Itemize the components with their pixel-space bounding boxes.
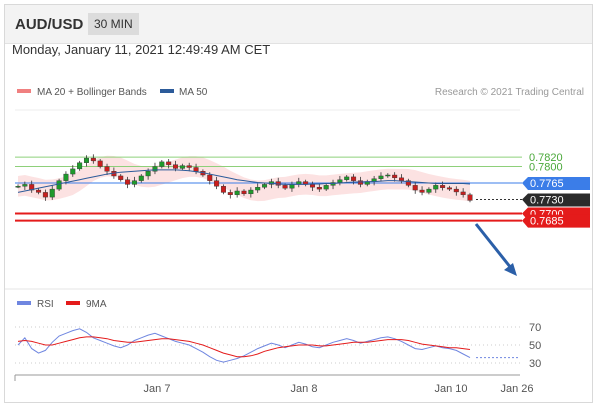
pair-title: AUD/USD (15, 16, 84, 33)
legend-swatch-rsi (17, 301, 31, 305)
candle-body (433, 185, 439, 190)
candle-body (453, 188, 459, 193)
candle-body (412, 185, 418, 191)
candle-body (214, 180, 220, 187)
legend-swatch-ma50 (160, 89, 174, 93)
rsi-tick-70: 70 (529, 322, 541, 334)
candle-body (22, 184, 28, 187)
candle-body (138, 175, 144, 181)
candle-body (227, 192, 233, 195)
level-label-0.7820: 0.7820 (529, 152, 563, 164)
candle-body (378, 175, 384, 179)
forecast-arrowhead (504, 263, 517, 276)
ma50-line (17, 169, 471, 193)
level-label-0.7800: 0.7800 (529, 162, 563, 174)
candle-body (399, 177, 405, 181)
legend-label-rsi: RSI (37, 299, 54, 310)
candle-body (131, 180, 137, 185)
candle-body (323, 185, 329, 190)
candle-body (36, 189, 42, 193)
legend-label-bollinger: MA 20 + Bollinger Bands (37, 87, 147, 98)
candle-body (316, 187, 322, 190)
candle-body (193, 167, 199, 172)
level-tag-0.7730 (522, 193, 590, 207)
candle-body (166, 161, 172, 165)
candle-body (289, 184, 295, 189)
rsi-tick-50: 50 (529, 340, 541, 352)
candle-body (118, 175, 124, 180)
candle-body (56, 180, 62, 190)
candle-body (125, 179, 131, 185)
legend-swatch-bollinger (17, 89, 31, 93)
timeframe-badge[interactable]: 30 MIN (88, 13, 139, 35)
candle-body (405, 180, 411, 186)
x-axis-label: Jan 26 (500, 383, 533, 395)
candle-body (152, 166, 158, 172)
level-tag-0.7765 (522, 177, 590, 190)
bollinger-band (18, 155, 470, 202)
candle-body (282, 185, 288, 189)
candle-body (385, 174, 391, 177)
candle-body (241, 190, 247, 195)
candle-body (49, 188, 55, 198)
candle-body (90, 157, 96, 162)
candle-body (15, 186, 21, 188)
candle-body (426, 188, 432, 193)
candle-body (145, 171, 151, 177)
candle-body (234, 190, 240, 195)
level-label-0.7765: 0.7765 (530, 178, 564, 190)
rsi-tick-30: 30 (529, 358, 541, 370)
candle-body (446, 187, 452, 190)
candle-body (77, 162, 83, 170)
x-axis-label: Jan 8 (291, 383, 318, 395)
candle-body (173, 164, 179, 169)
candle-body (186, 165, 192, 168)
candle-body (460, 191, 466, 195)
candle-body (309, 184, 315, 188)
candle-body (63, 173, 69, 181)
candle-body (220, 186, 226, 193)
candle-body (467, 194, 473, 201)
candle-body (392, 174, 398, 179)
legend-label-9ma: 9MA (86, 299, 107, 310)
legend-label-ma50: MA 50 (179, 87, 208, 98)
level-label-0.7685: 0.7685 (530, 216, 564, 228)
candle-body (70, 168, 76, 175)
x-axis-label: Jan 10 (434, 383, 467, 395)
candle-body (255, 187, 261, 191)
level-tag-0.7685 (522, 214, 590, 228)
candle-body (42, 192, 48, 198)
credit-text: Research © 2021 Trading Central (435, 87, 584, 98)
candle-body (262, 184, 268, 188)
legend-swatch-9ma (66, 301, 80, 305)
candle-body (337, 179, 343, 183)
candle-body (83, 157, 89, 163)
candle-body (159, 161, 165, 167)
candle-body (97, 160, 103, 167)
timestamp: Monday, January 11, 2021 12:49:49 AM CET (12, 42, 271, 57)
x-axis-label: Jan 7 (144, 383, 171, 395)
level-label-0.7730: 0.7730 (530, 194, 564, 206)
candle-body (351, 176, 357, 181)
candle-body (344, 176, 350, 180)
rsi-ma-line (17, 336, 471, 358)
candle-body (104, 166, 110, 172)
candle-body (179, 165, 185, 169)
candle-body (207, 174, 213, 181)
chart-widget: AUD/USD 30 MIN (4, 4, 593, 403)
candle-body (419, 189, 425, 193)
candle-body (440, 185, 446, 188)
header-bar: AUD/USD 30 MIN (5, 5, 592, 44)
forecast-arrow (474, 223, 513, 269)
rsi-line (17, 328, 471, 363)
candle-body (248, 189, 254, 195)
